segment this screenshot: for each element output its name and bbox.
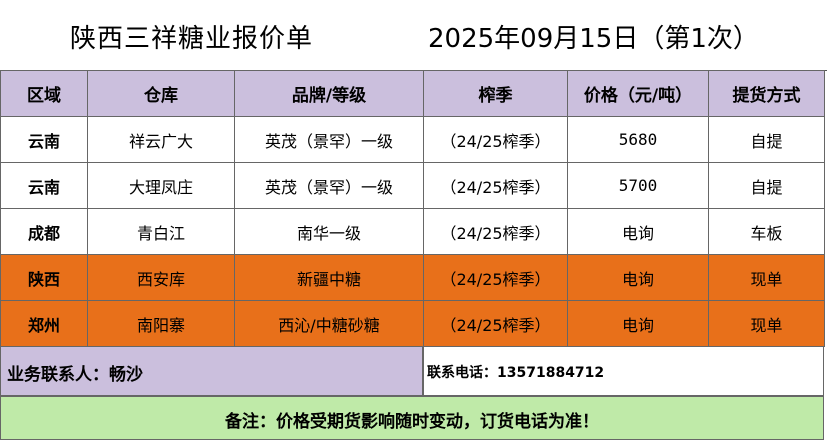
table-row: 成都 青白江 南华一级 （24/25榨季） 电询 车板 <box>0 208 825 255</box>
cell-pickup: 自提 <box>708 116 825 163</box>
column-header-warehouse: 仓库 <box>87 70 235 117</box>
title-row: 陕西三祥糖业报价单 2025年09月15日（第1次） <box>0 0 827 71</box>
contact-person-cell: 业务联系人：畅沙 <box>0 346 423 396</box>
table-header-row: 区域 仓库 品牌/等级 榨季 价格（元/吨） 提货方式 <box>0 70 825 117</box>
cell-price: 5680 <box>567 116 709 163</box>
cell-pickup: 现单 <box>708 254 825 301</box>
cell-region: 云南 <box>0 162 88 209</box>
column-header-season: 榨季 <box>423 70 568 117</box>
cell-brand: 英茂（景罕）一级 <box>234 162 424 209</box>
table-row-highlight: 郑州 南阳寨 西沁/中糖砂糖 （24/25榨季） 电询 现单 <box>0 300 825 347</box>
cell-brand: 新疆中糖 <box>234 254 424 301</box>
column-header-price: 价格（元/吨） <box>567 70 709 117</box>
cell-price: 电询 <box>567 300 709 347</box>
note-text: 备注：价格受期货影响随时变动，订货电话为准！ <box>225 412 599 432</box>
cell-season: （24/25榨季） <box>423 162 568 209</box>
cell-price: 5700 <box>567 162 709 209</box>
cell-brand: 西沁/中糖砂糖 <box>234 300 424 347</box>
cell-brand: 英茂（景罕）一级 <box>234 116 424 163</box>
cell-season: （24/25榨季） <box>423 208 568 255</box>
cell-pickup: 自提 <box>708 162 825 209</box>
contact-phone: 联系电话：13571884712 <box>427 365 605 381</box>
cell-price: 电询 <box>567 254 709 301</box>
cell-season: （24/25榨季） <box>423 254 568 301</box>
date-title: 2025年09月15日（第1次） <box>428 24 759 54</box>
table-row-highlight: 陕西 西安库 新疆中糖 （24/25榨季） 电询 现单 <box>0 254 825 301</box>
cell-region: 成都 <box>0 208 88 255</box>
cell-season: （24/25榨季） <box>423 116 568 163</box>
table-row: 云南 大理凤庄 英茂（景罕）一级 （24/25榨季） 5700 自提 <box>0 162 825 209</box>
contact-phone-cell: 联系电话：13571884712 <box>423 346 824 396</box>
column-header-brand: 品牌/等级 <box>234 70 424 117</box>
cell-region: 陕西 <box>0 254 88 301</box>
contact-person: 业务联系人：畅沙 <box>7 365 143 385</box>
column-header-region: 区域 <box>0 70 88 117</box>
cell-region: 郑州 <box>0 300 88 347</box>
company-title: 陕西三祥糖业报价单 <box>70 24 314 54</box>
contact-row: 业务联系人：畅沙 联系电话：13571884712 <box>0 346 824 396</box>
table-row: 云南 祥云广大 英茂（景罕）一级 （24/25榨季） 5680 自提 <box>0 116 825 163</box>
cell-pickup: 现单 <box>708 300 825 347</box>
note-row: 备注：价格受期货影响随时变动，订货电话为准！ <box>0 396 824 440</box>
column-header-pickup: 提货方式 <box>708 70 825 117</box>
cell-warehouse: 南阳寨 <box>87 300 235 347</box>
cell-warehouse: 青白江 <box>87 208 235 255</box>
cell-season: （24/25榨季） <box>423 300 568 347</box>
cell-warehouse: 大理凤庄 <box>87 162 235 209</box>
cell-warehouse: 西安库 <box>87 254 235 301</box>
cell-region: 云南 <box>0 116 88 163</box>
cell-price: 电询 <box>567 208 709 255</box>
quote-table: 区域 仓库 品牌/等级 榨季 价格（元/吨） 提货方式 云南 祥云广大 英茂（景… <box>0 70 825 347</box>
cell-pickup: 车板 <box>708 208 825 255</box>
cell-brand: 南华一级 <box>234 208 424 255</box>
cell-warehouse: 祥云广大 <box>87 116 235 163</box>
